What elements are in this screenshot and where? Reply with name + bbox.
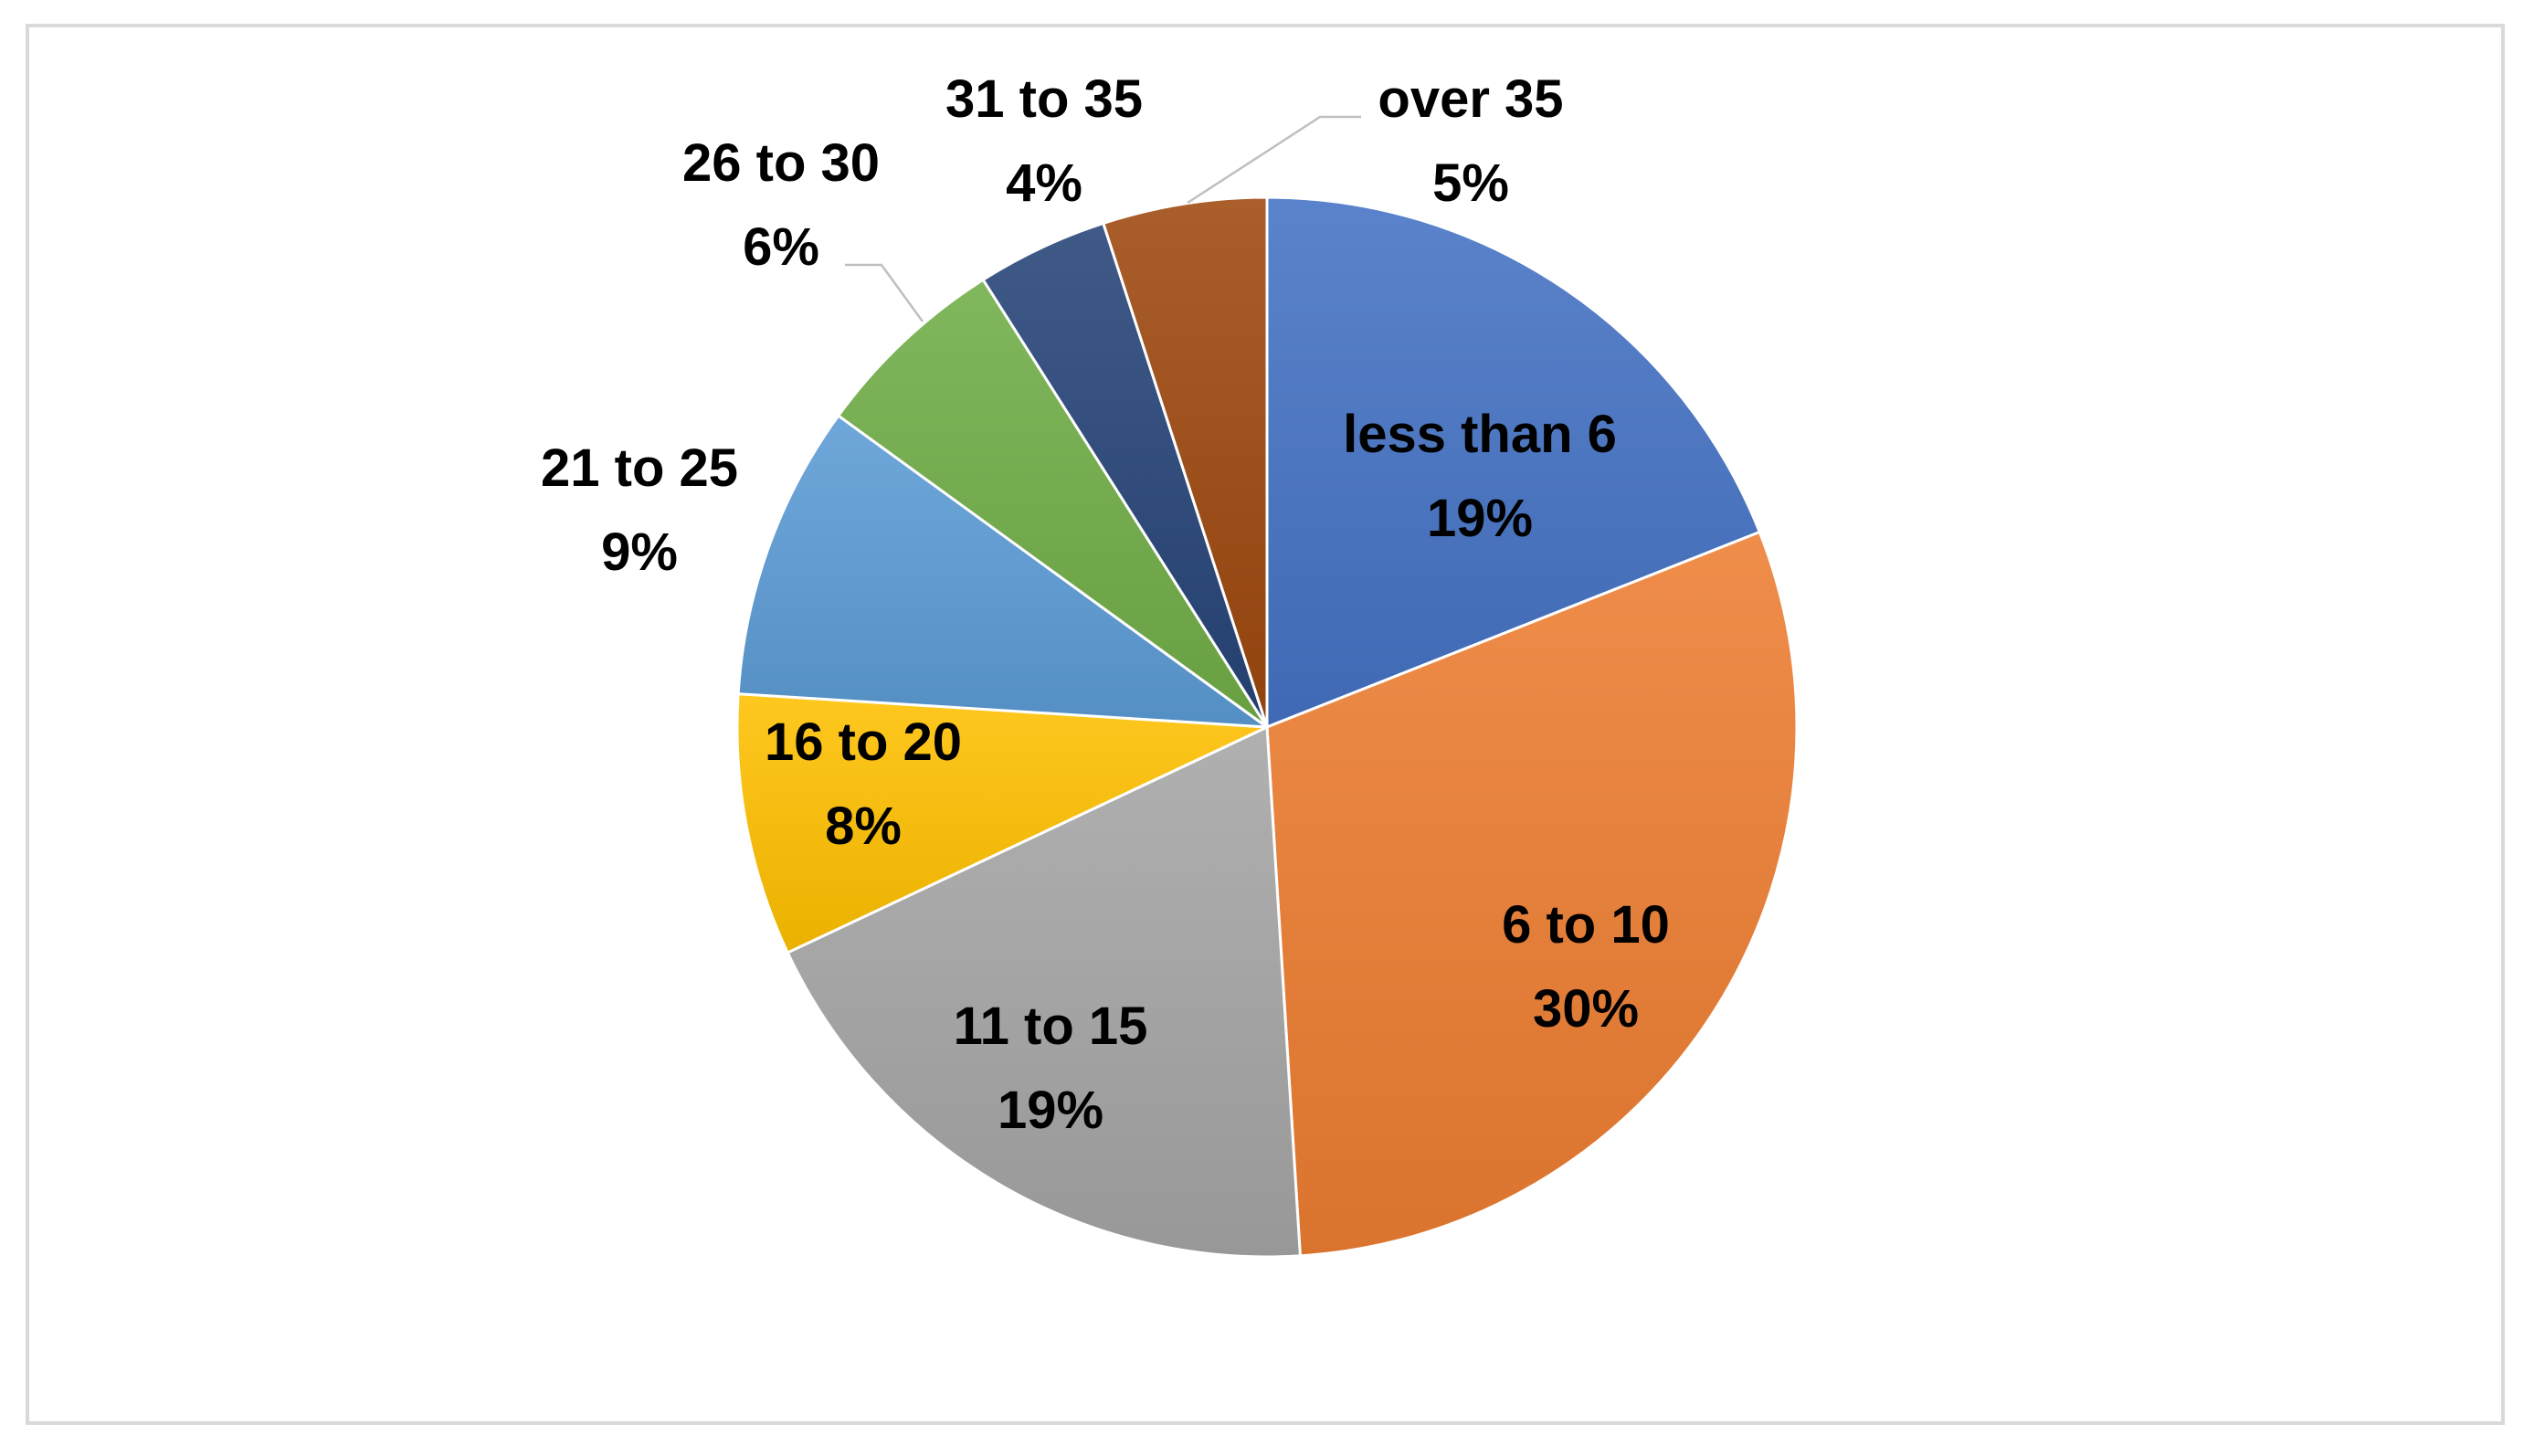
slice-label-less-than-6: less than 6 19% — [1343, 405, 1617, 548]
pie-slice-over-35 — [1102, 195, 1269, 729]
slice-label-21-to-25: 21 to 25 9% — [541, 438, 738, 582]
pie-slice-26-to-30 — [837, 278, 1269, 729]
leader-lines — [845, 115, 1361, 322]
slice-percent-label: 5% — [1432, 153, 1509, 213]
pie-slice-less-than-6 — [1265, 195, 1761, 729]
slice-percent-label: 4% — [1006, 153, 1082, 213]
pie-slices — [735, 195, 1799, 1259]
slice-label-6-to-10: 6 to 10 30% — [1502, 895, 1670, 1039]
slice-percent-label: 19% — [1427, 489, 1533, 548]
slice-label-over-35: over 35 5% — [1378, 69, 1563, 213]
slice-category-label: 21 to 25 — [541, 438, 738, 498]
slice-category-label: 16 to 20 — [765, 712, 962, 772]
pie-slice-6-to-10 — [1265, 530, 1799, 1258]
slice-label-11-to-15: 11 to 15 19% — [954, 997, 1148, 1140]
slice-labels: less than 6 19% 6 to 10 30% 11 to 15 19% 16 to… — [541, 69, 1670, 1140]
slice-category-label: less than 6 — [1343, 405, 1617, 464]
leader-line-over-35 — [1187, 115, 1361, 205]
slice-category-label: 11 to 15 — [954, 997, 1148, 1056]
slice-category-label: 6 to 10 — [1502, 895, 1670, 955]
slice-percent-label: 8% — [825, 797, 902, 856]
pie-slice-16-to-20 — [735, 692, 1269, 955]
slice-percent-label: 9% — [601, 522, 678, 582]
pie-slice-11-to-15 — [786, 725, 1302, 1259]
slice-percent-label: 30% — [1533, 979, 1639, 1039]
slice-label-16-to-20: 16 to 20 8% — [765, 712, 962, 856]
slice-category-label: over 35 — [1378, 69, 1563, 129]
slice-label-26-to-30: 26 to 30 6% — [682, 133, 880, 277]
slice-percent-label: 19% — [998, 1081, 1103, 1140]
pie-slice-21-to-25 — [736, 414, 1269, 729]
slice-label-31-to-35: 31 to 35 4% — [945, 69, 1143, 213]
leader-line-26-to-30 — [845, 263, 924, 322]
slice-category-label: 31 to 35 — [945, 69, 1143, 129]
slice-category-label: 26 to 30 — [682, 133, 880, 193]
slice-percent-label: 6% — [743, 217, 819, 277]
